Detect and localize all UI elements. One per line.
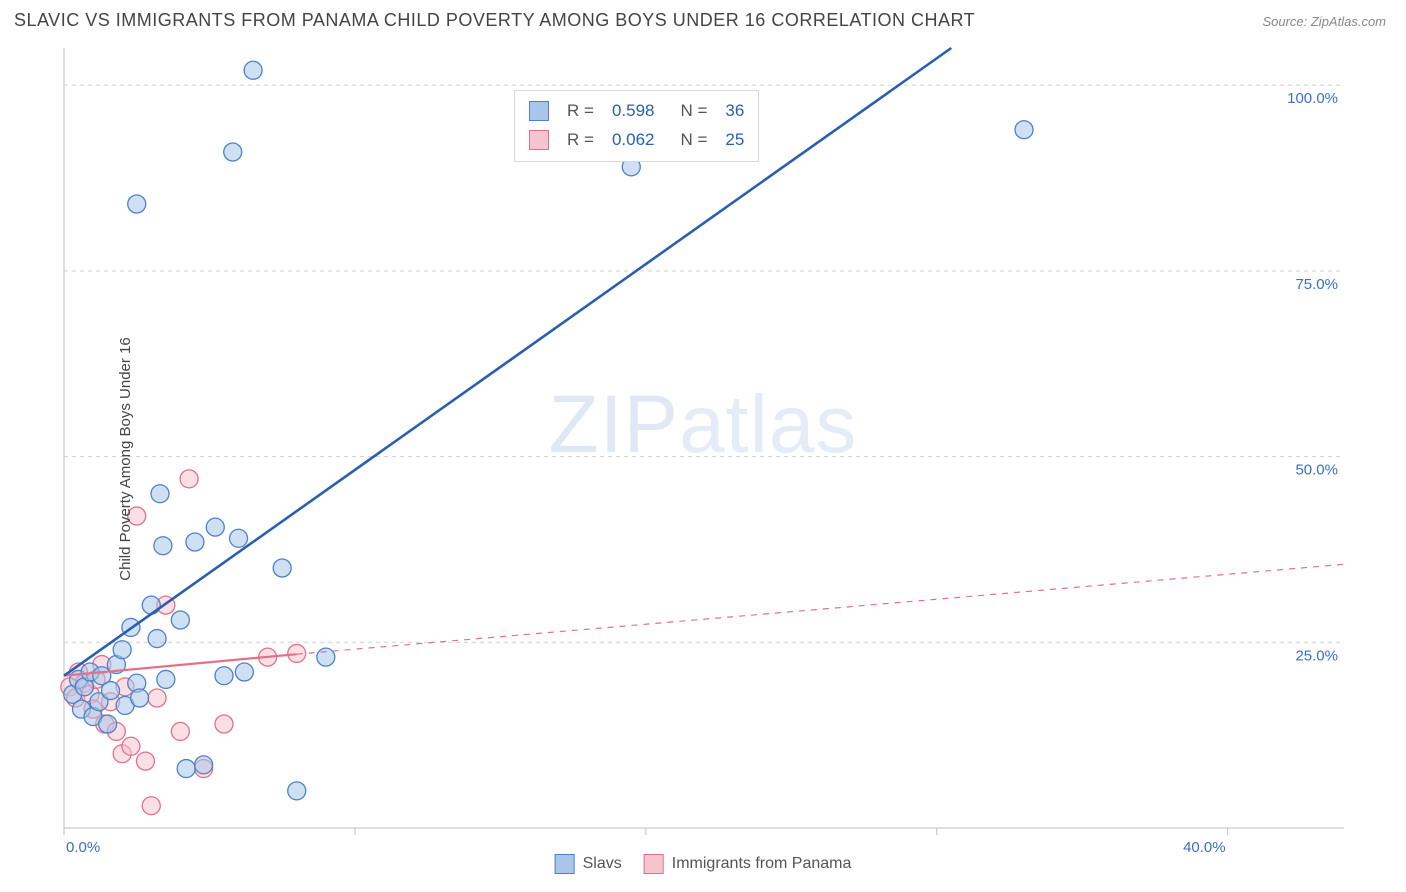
svg-text:40.0%: 40.0% [1183, 839, 1226, 856]
svg-text:50.0%: 50.0% [1295, 462, 1338, 479]
r-value: 0.598 [612, 97, 655, 126]
stats-row: R = 0.062 N = 25 [529, 126, 744, 155]
legend-item: Immigrants from Panama [644, 854, 852, 874]
chart-area: Child Poverty Among Boys Under 16 ZIPatl… [14, 40, 1392, 878]
legend-label: Immigrants from Panama [672, 855, 852, 873]
series-swatch [644, 854, 664, 874]
chart-title: SLAVIC VS IMMIGRANTS FROM PANAMA CHILD P… [14, 10, 975, 31]
r-label: R = [567, 97, 594, 126]
svg-text:0.0%: 0.0% [66, 839, 100, 856]
n-label: N = [680, 97, 707, 126]
source-label: Source: ZipAtlas.com [1262, 10, 1386, 29]
r-label: R = [567, 126, 594, 155]
header: SLAVIC VS IMMIGRANTS FROM PANAMA CHILD P… [0, 0, 1406, 31]
series-swatch [529, 101, 549, 121]
r-value: 0.062 [612, 126, 655, 155]
legend-label: Slavs [583, 855, 622, 873]
y-axis-label: Child Poverty Among Boys Under 16 [117, 337, 134, 580]
series-swatch [555, 854, 575, 874]
series-swatch [529, 130, 549, 150]
stats-legend-box: R = 0.598 N = 36 R = 0.062 N = 25 [514, 90, 759, 162]
svg-text:100.0%: 100.0% [1287, 90, 1338, 107]
stats-row: R = 0.598 N = 36 [529, 97, 744, 126]
n-value: 36 [725, 97, 744, 126]
n-label: N = [680, 126, 707, 155]
scatter-plot: 25.0% 50.0% 75.0% 100.0% 0.0% 40.0% [14, 40, 1392, 878]
series-legend: Slavs Immigrants from Panama [555, 854, 852, 874]
legend-item: Slavs [555, 854, 622, 874]
svg-text:25.0%: 25.0% [1295, 647, 1338, 664]
svg-text:75.0%: 75.0% [1295, 276, 1338, 293]
n-value: 25 [725, 126, 744, 155]
